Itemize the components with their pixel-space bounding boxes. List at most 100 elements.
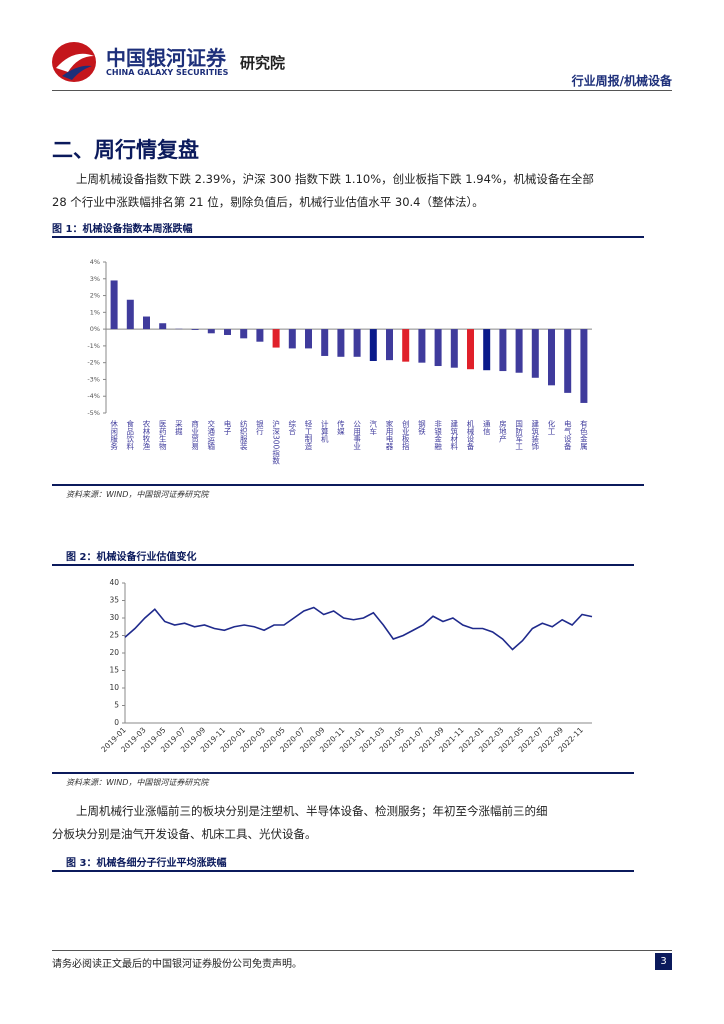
x-tick-label: 通信 bbox=[482, 419, 491, 437]
figure-caption: 图 2：机械设备行业估值变化 bbox=[66, 552, 197, 563]
y-tick-label: 0% bbox=[90, 325, 100, 333]
y-tick-label: 40 bbox=[109, 578, 119, 587]
bar bbox=[143, 316, 150, 330]
bar bbox=[467, 329, 474, 370]
x-tick-label: 计算机 bbox=[320, 419, 329, 444]
bar bbox=[369, 329, 377, 361]
bar bbox=[321, 329, 329, 356]
bar bbox=[159, 323, 167, 330]
x-tick-label: 机械设备 bbox=[466, 419, 475, 452]
line bbox=[124, 606, 593, 651]
source-rule bbox=[52, 484, 644, 486]
bar bbox=[240, 329, 248, 339]
y-tick-label: 1% bbox=[90, 308, 100, 316]
x-tick-label: 休闲服务 bbox=[109, 419, 118, 452]
logo-mark bbox=[52, 42, 96, 82]
bar bbox=[499, 329, 507, 372]
header-rule bbox=[52, 90, 672, 91]
bar bbox=[531, 329, 539, 378]
y-tick-label: 0 bbox=[114, 718, 119, 727]
bar bbox=[224, 329, 231, 335]
y-tick-label: 35 bbox=[109, 596, 119, 605]
x-tick-label: 化工 bbox=[547, 419, 556, 436]
x-tick-label: 建筑材料 bbox=[450, 419, 459, 452]
bar bbox=[418, 329, 426, 363]
y-tick-label: 30 bbox=[109, 613, 119, 622]
y-tick-label: -5% bbox=[87, 409, 100, 417]
x-tick-label: 轻工制造 bbox=[304, 419, 313, 452]
bar bbox=[256, 329, 264, 342]
x-tick-label: 沪深300指数 bbox=[271, 419, 280, 466]
x-tick-label: 公用事业 bbox=[352, 420, 361, 450]
x-tick-label: 创业板指 bbox=[401, 419, 410, 452]
x-tick-label: 农林牧渔 bbox=[142, 419, 151, 451]
bar bbox=[191, 329, 199, 330]
x-tick-label: 国防军工 bbox=[514, 420, 523, 451]
report-type: 行业周报/机械设备 bbox=[571, 74, 672, 88]
x-tick-label: 家用电器 bbox=[385, 419, 394, 452]
logo-cn: 中国银河证券 bbox=[106, 46, 226, 70]
x-tick-label: 建筑装饰 bbox=[531, 419, 540, 452]
x-tick-label: 传媒 bbox=[336, 419, 345, 437]
bar bbox=[450, 329, 458, 368]
y-tick-label: -1% bbox=[87, 342, 100, 350]
bar bbox=[126, 299, 134, 330]
section-title: 二、周行情复盘 bbox=[52, 138, 199, 162]
source: 资料来源：WIND，中国银河证券研究院 bbox=[66, 490, 209, 499]
bar bbox=[483, 329, 491, 371]
y-tick-label: 10 bbox=[109, 683, 119, 692]
y-tick-label: 20 bbox=[109, 648, 119, 657]
x-tick-label: 电气设备 bbox=[563, 419, 572, 452]
disclaimer: 请务必阅读正文最后的中国银河证券股份公司免责声明。 bbox=[52, 959, 302, 970]
x-tick-label: 房地产 bbox=[498, 419, 507, 444]
chart: 05101520253035402019-012019-032019-05201… bbox=[99, 578, 593, 754]
x-tick-label: 商业贸易 bbox=[190, 419, 199, 452]
y-tick-label: 3% bbox=[90, 275, 100, 283]
source-rule bbox=[52, 772, 634, 774]
x-tick-label: 银行 bbox=[255, 420, 264, 437]
footer-rule bbox=[52, 950, 672, 951]
paragraph: 上周机械行业涨幅前三的板块分别是注塑机、半导体设备、检测服务；年初至今涨幅前三的… bbox=[52, 804, 548, 841]
y-tick-label: -3% bbox=[87, 375, 100, 383]
x-tick-label: 非银金融 bbox=[433, 419, 442, 452]
bar bbox=[207, 329, 215, 334]
bar bbox=[353, 329, 361, 357]
caption-rule bbox=[52, 236, 644, 238]
x-tick-label: 交通运输 bbox=[207, 419, 216, 452]
bar bbox=[548, 329, 555, 386]
x-tick-label: 采掘 bbox=[174, 419, 183, 437]
bar bbox=[564, 329, 572, 393]
x-tick-label: 医药生物 bbox=[158, 420, 167, 452]
caption-rule bbox=[52, 564, 634, 566]
bar bbox=[288, 329, 296, 349]
bar bbox=[434, 329, 442, 367]
figure-caption: 图 1：机械设备指数本周涨跌幅 bbox=[52, 224, 193, 235]
bar bbox=[386, 329, 393, 361]
x-tick-label: 电子 bbox=[223, 419, 232, 436]
y-tick-label: 15 bbox=[109, 666, 119, 675]
logo-en: CHINA GALAXY SECURITIES bbox=[106, 68, 229, 77]
y-tick-label: -2% bbox=[87, 359, 100, 367]
x-tick-label: 有色金属 bbox=[579, 419, 588, 452]
bar bbox=[337, 329, 345, 357]
caption-rule bbox=[52, 870, 634, 872]
chart: -5% -4% -3% -2% -1% 0% 1% 2% 3% 4% 休闲服务 食品饮料 农林牧渔 医药生… bbox=[87, 258, 592, 466]
paragraph: 上周机械设备指数下跌 2.39%，沪深 300 指数下跌 1.10%，创业板指下… bbox=[52, 172, 594, 209]
page-number: 3 bbox=[655, 953, 672, 970]
bar bbox=[402, 329, 410, 362]
y-tick-label: -4% bbox=[87, 392, 100, 400]
x-tick-label: 综合 bbox=[288, 419, 297, 437]
bar bbox=[272, 329, 280, 348]
x-tick-label: 汽车 bbox=[369, 419, 378, 437]
x-tick-label: 钢铁 bbox=[417, 419, 426, 437]
bar bbox=[515, 329, 523, 373]
bar bbox=[110, 280, 118, 330]
bar bbox=[305, 329, 312, 349]
y-tick-label: 2% bbox=[90, 292, 100, 300]
x-tick-label: 纺织服装 bbox=[239, 419, 248, 452]
x-tick-label: 食品饮料 bbox=[126, 419, 135, 452]
y-tick-label: 5 bbox=[114, 701, 119, 710]
bar bbox=[580, 329, 588, 403]
figure-caption: 图 3：机械各细分子行业平均涨跌幅 bbox=[66, 858, 227, 869]
